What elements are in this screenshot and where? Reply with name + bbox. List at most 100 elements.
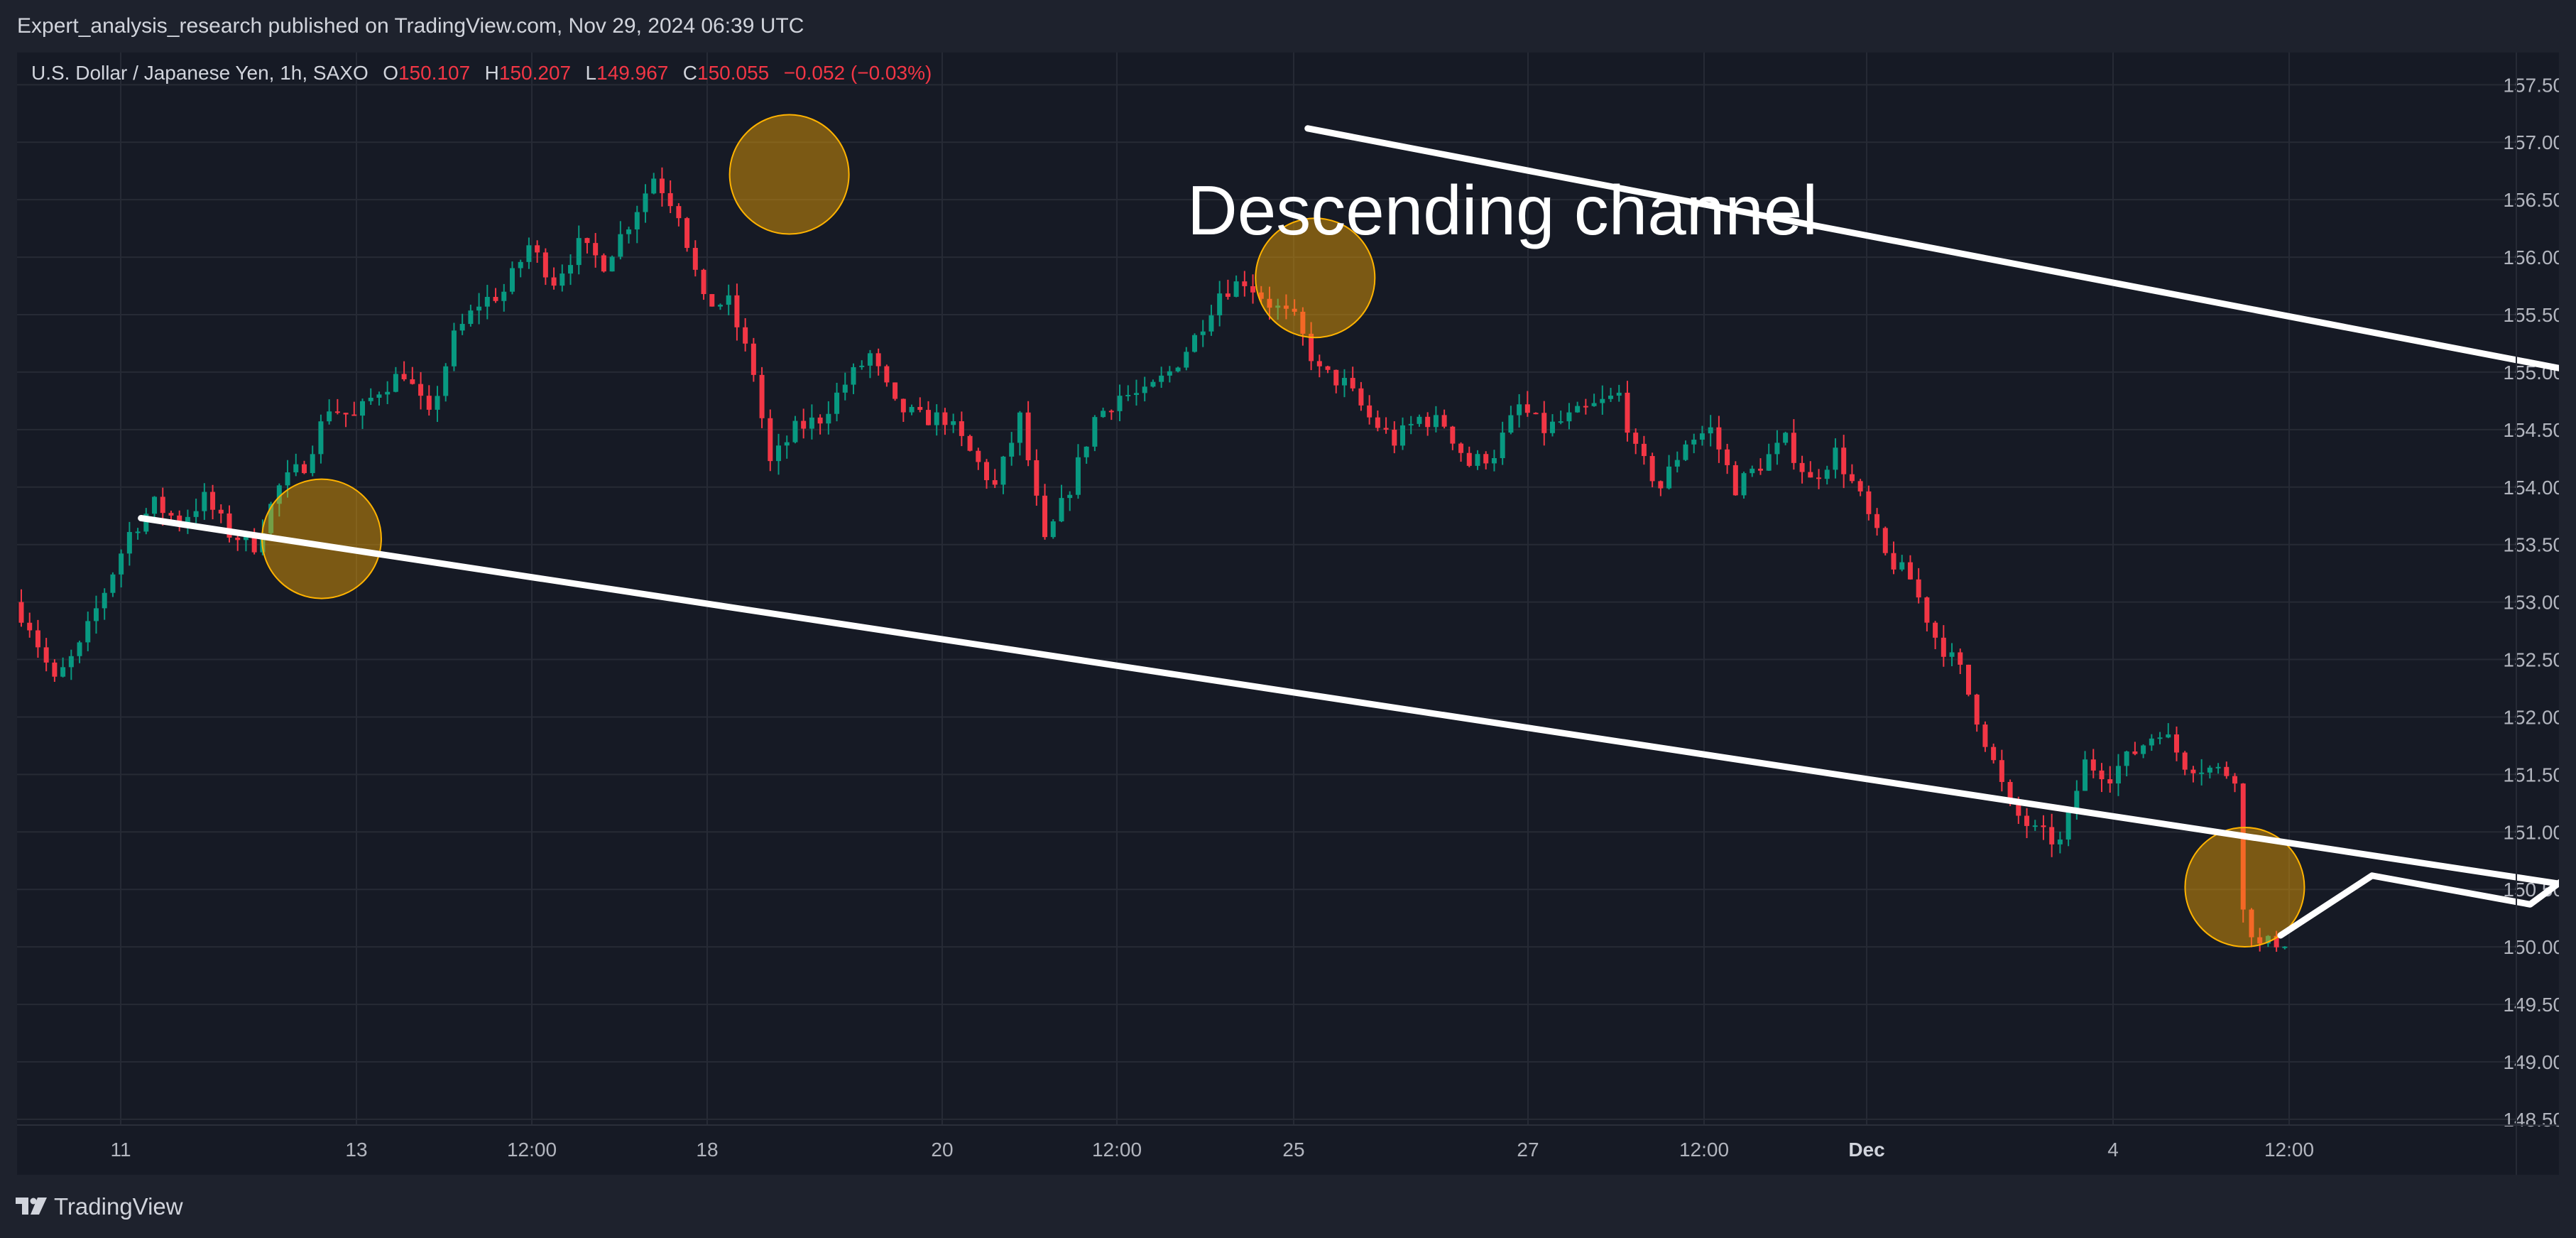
- chart-frame[interactable]: 148.500149.000149.500150.000150.500151.0…: [17, 53, 2576, 1175]
- candle-body: [2074, 791, 2080, 810]
- candle-body: [2257, 937, 2263, 944]
- candle-body: [1625, 392, 1630, 433]
- candle-body: [1417, 416, 1422, 424]
- candle-body: [1816, 477, 1822, 479]
- time-tick-label: 4: [2107, 1139, 2119, 1161]
- candle-body: [976, 450, 981, 462]
- candle-body: [942, 412, 948, 425]
- candle-body: [1974, 694, 1980, 725]
- grid-lines: [17, 53, 2516, 1125]
- candle-body: [1108, 411, 1114, 413]
- candle-body: [110, 574, 116, 593]
- candle-body: [1309, 333, 1314, 362]
- candle-body: [410, 379, 415, 384]
- candle-body: [193, 511, 199, 517]
- time-tick-label: 12:00: [1092, 1139, 1142, 1161]
- candle-body: [684, 218, 690, 249]
- candle-body: [1699, 433, 1705, 440]
- candle-body: [1616, 392, 1622, 396]
- candle-body: [351, 414, 357, 416]
- candle-body: [2182, 752, 2188, 770]
- candle-body: [509, 268, 515, 292]
- candle-body: [1500, 433, 1505, 458]
- brand-name: TradingView: [54, 1193, 183, 1220]
- candle-body: [2141, 745, 2146, 754]
- candle-body: [1991, 746, 1997, 761]
- candle-body: [1242, 281, 1248, 286]
- candle-body: [1150, 381, 1156, 387]
- candle-body: [401, 374, 407, 380]
- candle-body: [900, 398, 906, 413]
- candle-body: [1766, 454, 1772, 471]
- candle-body: [85, 621, 91, 643]
- legend-low-value: 149.967: [596, 62, 668, 84]
- candle-body: [593, 243, 599, 256]
- price-tick-label: 156.000: [2503, 246, 2559, 268]
- candle-body: [917, 406, 923, 411]
- candles: [18, 167, 2288, 952]
- time-scale[interactable]: 11 13 12:00 18 20 12:00 25 27 12:00 Dec 4 12:00: [110, 1139, 2314, 1161]
- publisher-header: Expert_analysis_research published on Tr…: [0, 0, 2576, 53]
- candle-body: [318, 421, 324, 455]
- price-tick-label: 156.500: [2503, 189, 2559, 211]
- candle-body: [1425, 416, 1431, 428]
- candle-body: [834, 392, 840, 414]
- candle-body: [1250, 286, 1256, 293]
- candle-body: [52, 662, 58, 677]
- candle-body: [1358, 388, 1364, 406]
- candle-body: [1941, 637, 1946, 657]
- candle-body: [826, 413, 831, 424]
- candle-body: [1924, 597, 1930, 623]
- time-tick-label: 27: [1517, 1139, 1539, 1161]
- candle-body: [618, 234, 623, 257]
- candle-body: [1483, 454, 1489, 464]
- candle-body: [1267, 298, 1272, 308]
- candle-body: [2115, 766, 2121, 784]
- candle-body: [1233, 281, 1239, 297]
- candle-body: [1833, 447, 1838, 470]
- price-tick-label: 150.000: [2503, 936, 2559, 958]
- candle-body: [867, 353, 873, 366]
- candle-body: [1167, 371, 1172, 376]
- candle-body: [334, 411, 340, 413]
- lower-channel-line: [138, 514, 2576, 890]
- legend-close-label: C: [683, 62, 697, 84]
- price-tick-label: 149.500: [2503, 994, 2559, 1016]
- candle-body: [1841, 447, 1847, 474]
- candle-body: [2240, 783, 2246, 910]
- price-tick-label: 153.000: [2503, 592, 2559, 614]
- candle-body: [218, 509, 224, 514]
- candle-body: [884, 366, 890, 383]
- candle-body: [1101, 411, 1106, 418]
- tradingview-logo[interactable]: TradingView: [16, 1193, 183, 1220]
- price-chart[interactable]: 148.500149.000149.500150.000150.500151.0…: [17, 53, 2576, 1175]
- candle-body: [518, 261, 523, 268]
- candle-body: [667, 192, 673, 207]
- candle-body: [809, 417, 814, 429]
- candle-body: [1808, 472, 1813, 478]
- candle-body: [93, 608, 99, 621]
- candle-body: [1133, 393, 1139, 396]
- candle-body: [1475, 454, 1480, 466]
- candle-body: [1575, 406, 1581, 413]
- highlight-circle: [2184, 826, 2305, 947]
- candle-body: [560, 273, 565, 286]
- candle-body: [1683, 444, 1688, 460]
- chart-annotation-title: Descending channel: [1187, 171, 1818, 249]
- candle-body: [1874, 514, 1880, 528]
- drawings: [138, 114, 2576, 947]
- candle-body: [143, 514, 149, 532]
- candle-body: [376, 394, 382, 398]
- candle-body: [792, 420, 798, 442]
- candle-body: [177, 515, 182, 526]
- candle-body: [327, 411, 332, 422]
- candle-body: [743, 327, 748, 344]
- candle-body: [35, 630, 40, 648]
- time-tick-label: 12:00: [1679, 1139, 1729, 1161]
- projection-path: [2277, 866, 2576, 939]
- price-scale[interactable]: 148.500149.000149.500150.000150.500151.0…: [2503, 74, 2575, 1131]
- price-tick-label: 149.000: [2503, 1051, 2559, 1073]
- candle-body: [768, 418, 773, 462]
- price-tick-label: 154.000: [2503, 477, 2559, 499]
- candle-body: [152, 496, 158, 514]
